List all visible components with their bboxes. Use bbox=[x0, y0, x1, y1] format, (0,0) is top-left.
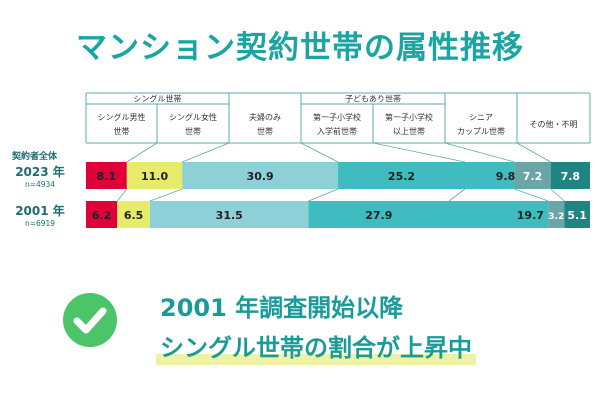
bar-value-label: 27.9 bbox=[365, 209, 392, 222]
header-column-label: シングル女性 bbox=[169, 112, 217, 122]
bar-value-label: 9.8 bbox=[496, 170, 516, 183]
check-circle-icon bbox=[63, 293, 117, 347]
connector-line bbox=[514, 188, 549, 202]
bar-value-label: 19.7 bbox=[517, 209, 544, 222]
connector-line bbox=[149, 188, 183, 202]
bar-value-label: 31.5 bbox=[216, 209, 243, 222]
connector-line bbox=[516, 142, 551, 163]
header-column-label: その他・不明 bbox=[530, 119, 578, 129]
bar-segment bbox=[449, 201, 549, 228]
bar-value-label: 5.1 bbox=[567, 209, 587, 222]
header-column-label: 世帯 bbox=[185, 126, 201, 136]
header-column-label: 世帯 bbox=[114, 126, 130, 136]
header-column-label: 入学前世帯 bbox=[317, 126, 357, 136]
bar-segment bbox=[117, 201, 150, 228]
bar-segment bbox=[149, 201, 309, 228]
bar-value-label: 30.9 bbox=[247, 170, 274, 183]
bar-segment bbox=[465, 162, 515, 189]
header-column-label: シニア bbox=[469, 113, 493, 122]
bar-value-label: 7.8 bbox=[561, 170, 581, 183]
connector-line bbox=[372, 142, 466, 163]
page-title: マンション契約世帯の属性推移 bbox=[76, 30, 524, 66]
header-column-label: 世帯 bbox=[257, 126, 273, 136]
row-n-label: n=4934 bbox=[25, 180, 55, 189]
header-column-label: 第一子小学校 bbox=[313, 112, 361, 122]
connector-line bbox=[444, 142, 515, 163]
bar-segment bbox=[126, 162, 183, 189]
bar-segment bbox=[86, 201, 118, 228]
row-group-label: 契約者全体 bbox=[11, 150, 58, 162]
header-group-label: 子どもあり世帯 bbox=[345, 94, 401, 104]
row-n-label: n=6919 bbox=[25, 219, 55, 228]
bar-segment bbox=[308, 201, 450, 228]
bar-segment bbox=[86, 162, 127, 189]
bar-segment bbox=[564, 201, 590, 228]
connector-line bbox=[308, 188, 339, 202]
bar-value-label: 11.0 bbox=[141, 170, 168, 183]
summary-line-1: 2001 年調査開始以降 bbox=[160, 294, 404, 322]
summary-line-2-wrapper: シングル世帯の割合が上昇中 bbox=[156, 328, 476, 365]
header-column-label: 以上世帯 bbox=[393, 126, 425, 136]
bar-segment bbox=[182, 162, 338, 189]
bar-value-label: 3.2 bbox=[548, 212, 564, 222]
bar-value-label: 25.2 bbox=[388, 170, 415, 183]
connector-line bbox=[448, 188, 466, 202]
bar-value-label: 6.5 bbox=[124, 209, 144, 222]
connector-line bbox=[182, 142, 230, 163]
header-column-label: シングル男性 bbox=[98, 112, 146, 122]
summary-line-2: シングル世帯の割合が上昇中 bbox=[160, 334, 472, 362]
connector-line bbox=[116, 188, 128, 202]
row-label: 2001 年 bbox=[15, 203, 65, 218]
bar-value-label: 7.2 bbox=[523, 170, 543, 183]
bar-segment bbox=[548, 201, 565, 228]
connector-line bbox=[300, 142, 339, 163]
bar-value-label: 8.1 bbox=[97, 170, 117, 183]
header-column-label: カップル世帯 bbox=[457, 126, 505, 136]
header-group-label: シングル世帯 bbox=[134, 94, 182, 104]
stacked-bar-chart: シングル世帯 子どもあり世帯シングル男性世帯シングル女性世帯夫婦のみ世帯第一子小学… bbox=[11, 92, 591, 228]
bar-value-label: 6.2 bbox=[92, 209, 112, 222]
summary-highlight bbox=[156, 354, 476, 365]
bar-segment bbox=[338, 162, 466, 189]
connector-line bbox=[126, 142, 158, 163]
row-label: 2023 年 bbox=[15, 164, 65, 179]
header-column-label: 第一子小学校 bbox=[385, 112, 433, 122]
bar-segment bbox=[514, 162, 551, 189]
connector-line bbox=[550, 188, 565, 202]
bar-segment bbox=[550, 162, 590, 189]
header-column-label: 夫婦のみ bbox=[249, 112, 281, 122]
